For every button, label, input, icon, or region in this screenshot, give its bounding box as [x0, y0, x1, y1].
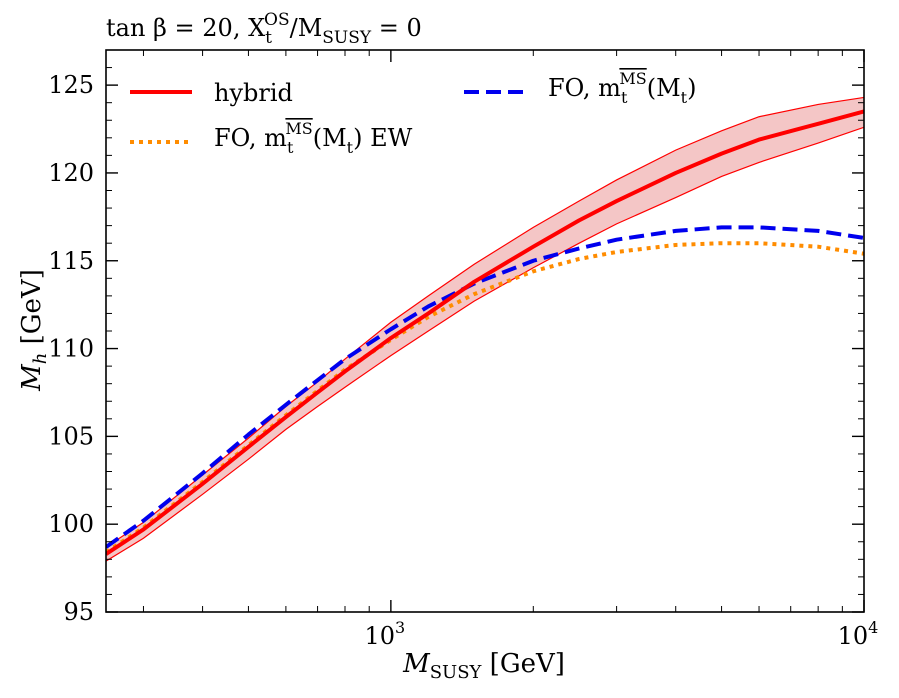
legend-label-hybrid: hybrid — [214, 79, 293, 107]
chart-title: tan β = 20, XtOS/MSUSY = 0 — [106, 10, 422, 48]
tick-layer: 95 100 105 110 115 120 125 103 104 — [48, 49, 879, 650]
legend-label-fo-ms-ew: FO, mtMS(Mt) EW — [214, 119, 413, 157]
series-line-solid — [106, 109, 864, 556]
y-tick-label: 105 — [48, 422, 94, 450]
y-axis-label: Mh [GeV] — [17, 269, 51, 392]
y-tick-label: 125 — [48, 71, 94, 99]
y-tick-label: 100 — [48, 510, 94, 538]
hybrid-uncertainty-band — [106, 97, 864, 562]
y-tick-label: 115 — [48, 247, 94, 275]
x-axis-label: MSUSY [GeV] — [402, 649, 565, 683]
x-tick-label: 103 — [364, 618, 405, 650]
series-layer — [106, 109, 864, 556]
y-tick-label: 110 — [48, 335, 94, 363]
y-tick-label: 120 — [48, 159, 94, 187]
uncertainty-band-layer — [106, 96, 864, 562]
series-line-dotted — [106, 241, 864, 554]
x-tick-label: 104 — [838, 618, 879, 650]
y-tick-label: 95 — [63, 598, 94, 626]
legend: hybrid FO, mtMS(Mt) FO, mtMS(Mt) EW — [130, 69, 696, 157]
legend-label-fo-ms: FO, mtMS(Mt) — [548, 69, 696, 107]
hybrid-band-upper-edge — [106, 96, 864, 548]
hybrid-band-lower-edge — [106, 126, 864, 562]
